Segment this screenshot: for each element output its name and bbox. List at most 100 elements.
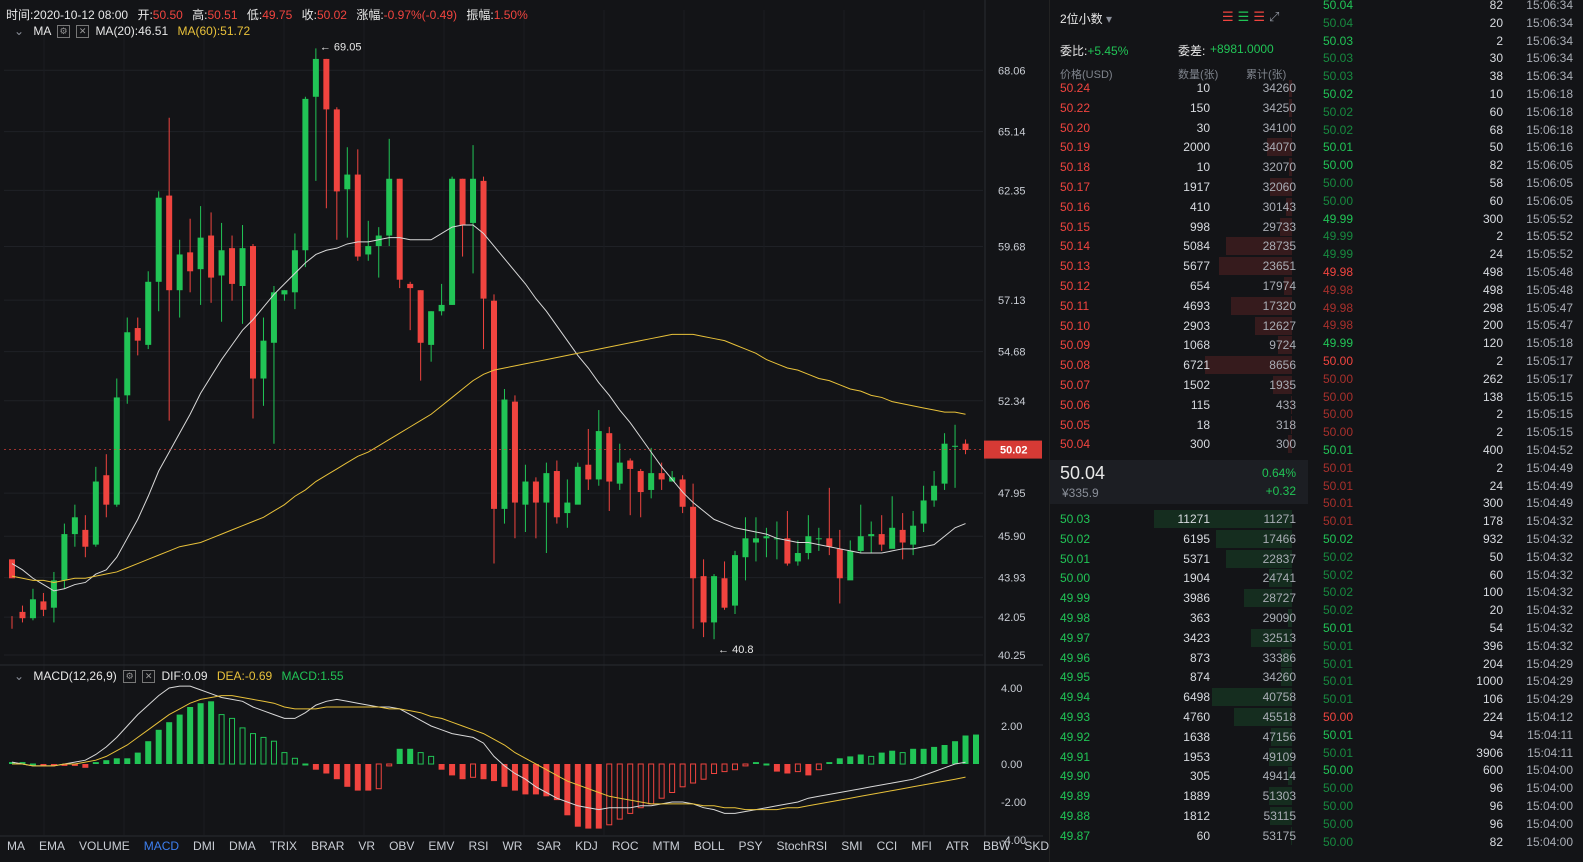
tab-skdj[interactable]: SKDJ: [1024, 839, 1056, 853]
ask-row[interactable]: 50.05 18 318: [1050, 415, 1300, 435]
ask-row[interactable]: 50.12 654 17974: [1050, 276, 1300, 296]
ask-row[interactable]: 50.16 410 30143: [1050, 197, 1300, 217]
trade-time: 15:04:29: [1526, 656, 1573, 671]
trade-time: 15:04:32: [1526, 603, 1573, 618]
tab-obv[interactable]: OBV: [389, 839, 415, 853]
ask-row[interactable]: 50.13 5677 23651: [1050, 256, 1300, 276]
tab-ma[interactable]: MA: [7, 839, 25, 853]
bid-row[interactable]: 50.02 6195 17466: [1050, 529, 1300, 549]
tab-smi[interactable]: SMI: [841, 839, 863, 853]
ma-settings-icon[interactable]: ⚙: [57, 25, 71, 39]
tab-mfi[interactable]: MFI: [911, 839, 932, 853]
trade-row: 50.00 96 15:04:00: [1313, 798, 1575, 816]
view-asks-icon[interactable]: ☰: [1253, 9, 1269, 24]
trade-price: 50.02: [1323, 532, 1354, 546]
tab-brar[interactable]: BRAR: [311, 839, 345, 853]
macd-bar: [543, 764, 550, 797]
tab-mtm[interactable]: MTM: [652, 839, 680, 853]
candle-body: [291, 250, 298, 293]
bid-row[interactable]: 49.89 1889 51303: [1050, 786, 1300, 806]
ask-row[interactable]: 50.11 4693 17320: [1050, 296, 1300, 316]
tab-kdj[interactable]: KDJ: [575, 839, 598, 853]
bid-row[interactable]: 49.90 305 49414: [1050, 766, 1300, 786]
decimals-selector[interactable]: 2位小数 ▾: [1060, 10, 1112, 27]
ask-row[interactable]: 50.04 300 300: [1050, 434, 1300, 454]
bid-row[interactable]: 49.98 363 29090: [1050, 608, 1300, 628]
ask-row[interactable]: 50.18 10 32070: [1050, 157, 1300, 177]
bid-row[interactable]: 50.00 1904 24741: [1050, 568, 1300, 588]
tab-trix[interactable]: TRIX: [269, 839, 298, 853]
macd-bar: [9, 762, 15, 764]
ask-row[interactable]: 50.24 10 34260: [1050, 80, 1300, 98]
bid-row[interactable]: 49.94 6498 40758: [1050, 687, 1300, 707]
macd-bar: [386, 763, 393, 767]
bid-row[interactable]: 49.97 3423 32513: [1050, 628, 1300, 648]
ask-row[interactable]: 50.06 115 433: [1050, 395, 1300, 415]
view-both-icon[interactable]: ☰: [1222, 9, 1238, 24]
tab-cci[interactable]: CCI: [876, 839, 898, 853]
ma-close-icon[interactable]: ✕: [76, 25, 90, 39]
ask-row[interactable]: 50.14 5084 28735: [1050, 236, 1300, 256]
tab-bbw[interactable]: BBW: [983, 839, 1011, 853]
tab-vr[interactable]: VR: [358, 839, 376, 853]
bid-row[interactable]: 49.95 874 34260: [1050, 667, 1300, 687]
ask-row[interactable]: 50.22 150 34250: [1050, 98, 1300, 118]
expand-icon[interactable]: ⤢: [1268, 9, 1284, 24]
view-bids-icon[interactable]: ☰: [1237, 9, 1254, 24]
collapse-ma-icon[interactable]: ⌄: [14, 24, 25, 38]
tab-dma[interactable]: DMA: [229, 839, 256, 853]
depth-bar: [1234, 708, 1292, 726]
tab-dmi[interactable]: DMI: [193, 839, 216, 853]
bid-row[interactable]: 49.96 873 33386: [1050, 648, 1300, 668]
macd-bar: [637, 763, 644, 809]
bid-row[interactable]: 50.03 11271 11271: [1050, 509, 1300, 529]
ask-row[interactable]: 50.17 1917 32060: [1050, 177, 1300, 197]
tab-ema[interactable]: EMA: [39, 839, 66, 853]
tab-psy[interactable]: PSY: [738, 839, 763, 853]
ask-row[interactable]: 50.19 2000 34070: [1050, 137, 1300, 157]
cum-cell: 34260: [1262, 670, 1296, 685]
trade-time: 15:04:29: [1526, 674, 1573, 689]
macd-close-icon[interactable]: ✕: [142, 670, 156, 684]
trade-row: 49.99 120 15:05:18: [1313, 335, 1575, 353]
bid-row[interactable]: 49.99 3986 28727: [1050, 588, 1300, 608]
ask-row[interactable]: 50.09 1068 9724: [1050, 335, 1300, 355]
trade-time: 15:05:15: [1526, 389, 1573, 404]
macd-bar: [113, 758, 120, 764]
bid-row[interactable]: 49.88 1812 53115: [1050, 806, 1300, 826]
tab-emv[interactable]: EMV: [428, 839, 455, 853]
chart-canvas[interactable]: 68.06 65.14 62.35 59.68 57.13 54.68 52.34 47.95…: [0, 0, 1043, 862]
bid-row[interactable]: 49.92 1638 47156: [1050, 727, 1300, 747]
decimals-label: 2位小数: [1060, 12, 1103, 26]
macd-bar: [511, 764, 518, 791]
tab-atr[interactable]: ATR: [945, 839, 970, 853]
tab-macd[interactable]: MACD: [143, 839, 180, 853]
macd-tick-label: 0.00: [1001, 759, 1022, 771]
ask-row[interactable]: 50.08 6721 8656: [1050, 355, 1300, 375]
candle-body: [679, 479, 686, 507]
tab-sar[interactable]: SAR: [536, 839, 562, 853]
bid-row[interactable]: 50.01 5371 22837: [1050, 549, 1300, 569]
high-annotation: ← 69.05: [320, 41, 362, 53]
bid-row[interactable]: 49.93 4760 45518: [1050, 707, 1300, 727]
collapse-macd-icon[interactable]: ⌄: [14, 669, 25, 683]
tab-roc[interactable]: ROC: [611, 839, 639, 853]
macd-settings-icon[interactable]: ⚙: [123, 670, 137, 684]
tab-wr[interactable]: WR: [502, 839, 523, 853]
depth-bar: [1271, 727, 1292, 746]
tab-rsi[interactable]: RSI: [468, 839, 489, 853]
ask-row[interactable]: 50.10 2903 12627: [1050, 316, 1300, 336]
candle-body: [532, 481, 539, 503]
tab-volume[interactable]: VOLUME: [79, 839, 130, 853]
amplitude-label: 振幅:: [466, 8, 494, 22]
macd-bar: [752, 762, 759, 764]
chart-area[interactable]: 68.06 65.14 62.35 59.68 57.13 54.68 52.34 47.95…: [0, 0, 1096, 862]
bid-row[interactable]: 49.91 1953 49109: [1050, 747, 1300, 767]
candle-body: [375, 235, 382, 247]
bid-row[interactable]: 49.87 60 53175: [1050, 826, 1300, 846]
ask-row[interactable]: 50.20 30 34100: [1050, 118, 1300, 138]
tab-stochrsi[interactable]: StochRSI: [776, 839, 828, 853]
ask-row[interactable]: 50.15 998 29733: [1050, 217, 1300, 237]
ask-row[interactable]: 50.07 1502 1935: [1050, 375, 1300, 395]
tab-boll[interactable]: BOLL: [693, 839, 725, 853]
